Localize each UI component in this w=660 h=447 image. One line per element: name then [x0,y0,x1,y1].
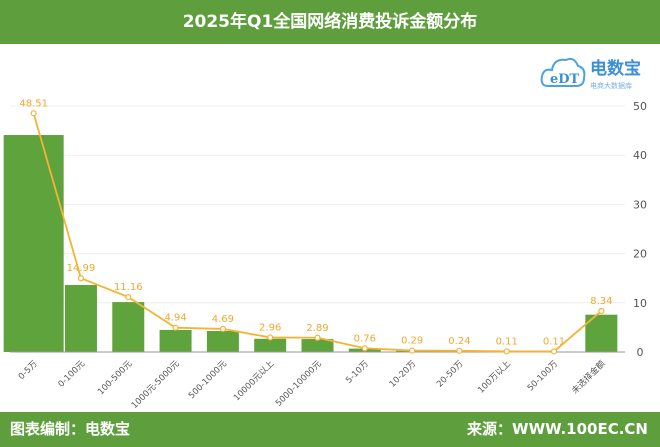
x-tick-label: 5-10万 [344,359,371,386]
logo-text: 电数宝 [590,58,641,79]
x-tick-label: 500-1000元 [187,359,229,401]
bar [112,302,145,352]
data-label: 11.16 [114,282,143,293]
line-point [77,275,85,282]
data-label: 0.11 [496,336,518,347]
x-tick-label: 100-500元 [96,359,135,398]
y-tick-label: 10 [633,297,647,310]
x-tick-label: 10-20万 [388,359,419,390]
line-point [598,307,605,315]
y-tick-label: 20 [633,248,647,261]
cloud-logo-icon: eDT 电数宝 电商大数据库 [540,57,641,90]
x-tick-label: 20-50万 [435,359,466,390]
data-label: 48.51 [19,98,48,109]
data-label: 0.11 [543,336,565,347]
chart-area: 0 10 20 30 40 50 48.51 0-5万 14.99 0-100元 11.16 100-… [3,98,647,411]
data-label: 0.24 [448,336,470,347]
data-label: 0.76 [354,333,376,344]
footer-credit: 图表编制：电数宝 [10,420,131,438]
line-point [172,324,179,331]
x-tick-label: 0-5万 [17,359,40,382]
svg-text:eDT: eDT [550,72,580,87]
line-point [456,347,463,354]
line-point [550,348,558,355]
data-label: 0.29 [401,336,423,347]
line-point [267,334,274,341]
line-point [219,325,226,333]
line-point [30,110,37,117]
x-tick-label: 5000-10000元 [274,359,324,409]
x-tick-label: 0-100元 [57,359,88,390]
data-label: 4.94 [164,313,186,324]
line-point [503,348,510,355]
data-label: 14.99 [67,263,96,274]
bar [3,135,64,352]
line-point [125,293,132,301]
chart-title: 2025年Q1全国网络消费投诉金额分布 [0,0,660,44]
data-label: 2.96 [259,322,281,333]
logo: eDT 电数宝 电商大数据库 [540,52,660,92]
line-point [314,334,321,341]
line-point [361,345,368,352]
y-tick-label: 50 [633,100,647,113]
line-point [409,347,416,354]
x-tick-label: 100万以上 [476,359,513,396]
data-label: 4.69 [212,314,234,325]
x-tick-label: 未选择金额 [570,358,608,396]
y-tick-label: 0 [637,346,644,359]
bar [64,284,97,352]
x-tick-label: 10000元以上 [232,359,277,404]
footer-source: 来源：WWW.100EC.CN [467,420,648,438]
data-label: 2.89 [306,323,328,334]
bar [159,329,192,352]
bar [206,331,239,352]
y-tick-label: 30 [633,198,647,211]
logo-sub: 电商大数据库 [590,81,632,90]
bar [301,339,334,352]
bar [254,338,287,352]
y-tick-label: 40 [633,149,647,162]
data-label: 8.34 [590,296,612,307]
footer: 图表编制：电数宝 来源：WWW.100EC.CN [0,412,660,447]
x-tick-label: 50-100万 [526,359,560,393]
x-tick-label: 1000元-5000元 [130,359,182,411]
